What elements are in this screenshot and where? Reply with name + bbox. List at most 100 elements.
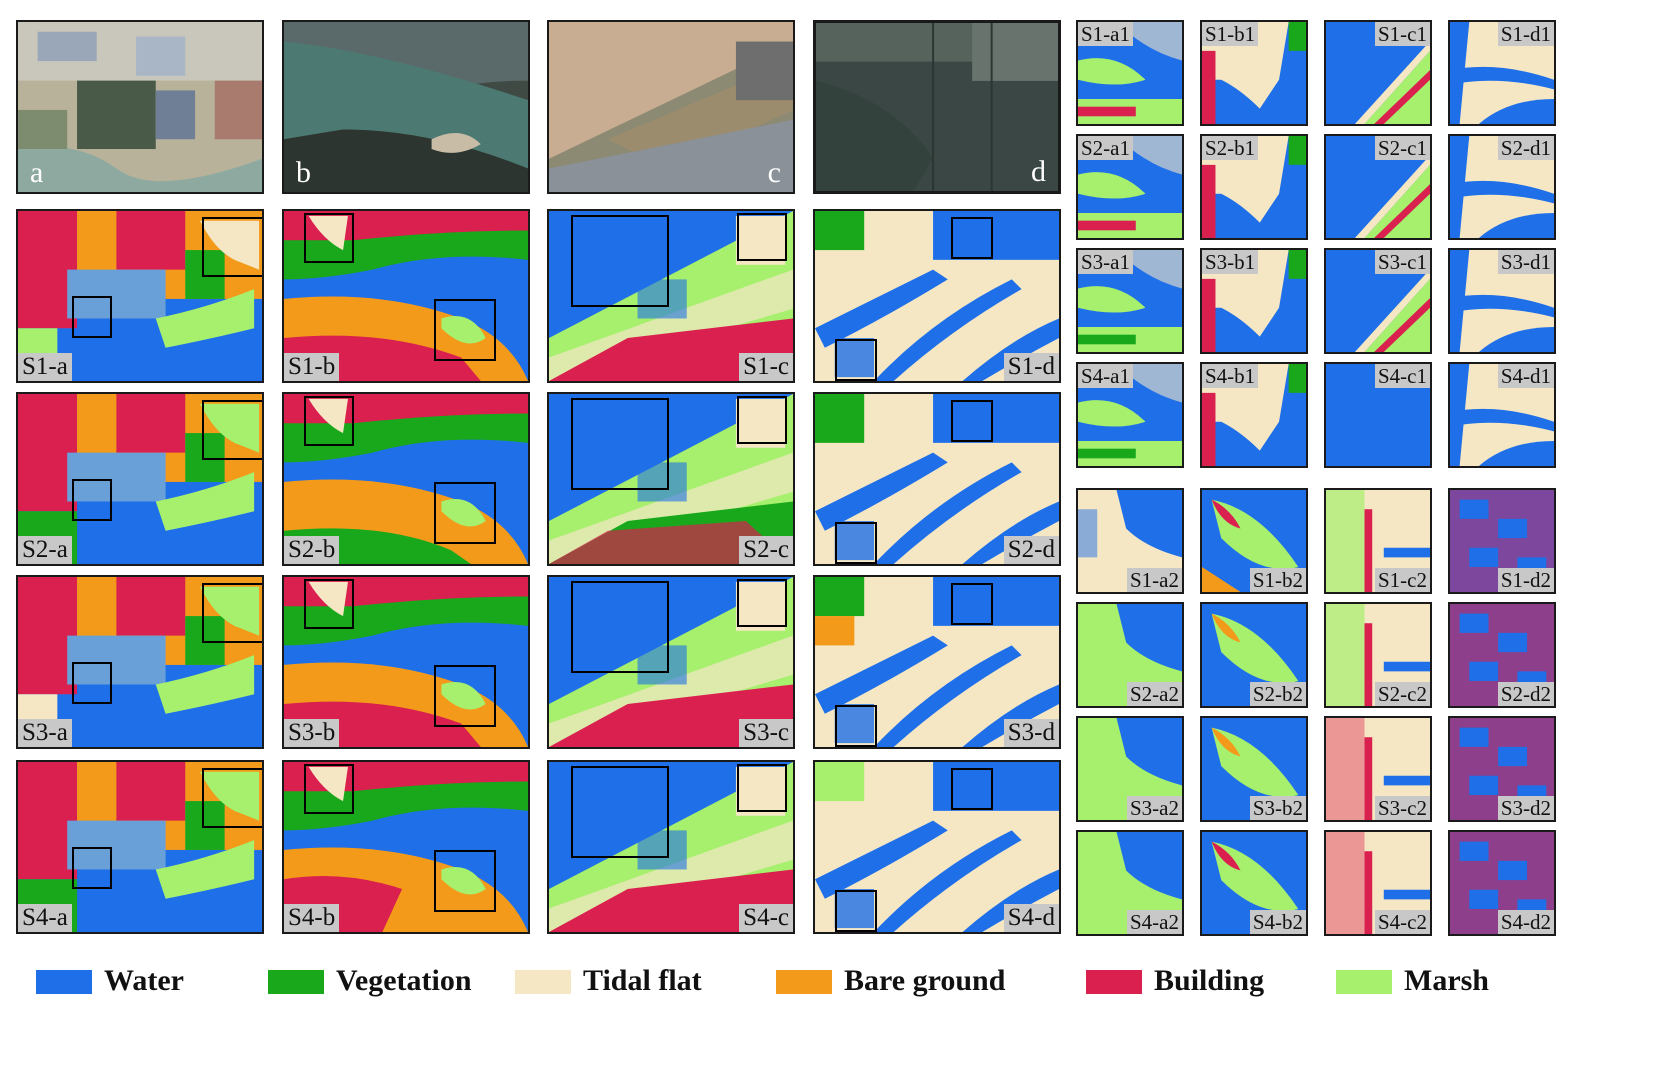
map-c-graphic	[549, 394, 793, 564]
satellite-image-a-graphic	[18, 22, 262, 192]
zoom-a2-graphic	[1078, 490, 1182, 592]
map-S2-c: S2-c	[547, 392, 795, 566]
panel-label: S4-d2	[1497, 910, 1554, 934]
panel-label: S3-b2	[1249, 796, 1306, 820]
panel-label: S2-b2	[1249, 682, 1306, 706]
zoom-S4-a2: S4-a2	[1076, 830, 1184, 936]
panel-label: S1-d1	[1497, 22, 1554, 46]
panel-label: S1-c	[739, 353, 793, 381]
map-d-graphic	[815, 762, 1059, 932]
panel-label: S3-b	[284, 719, 340, 747]
panel-label: S2-c	[739, 536, 793, 564]
zoom-box-d1	[835, 890, 877, 932]
satellite-image-c-graphic	[549, 22, 793, 192]
zoom-S1-b2: S1-b2	[1200, 488, 1308, 594]
map-S3-b: S3-b	[282, 575, 530, 749]
zoom-box-c1	[571, 215, 669, 307]
legend-swatch	[515, 970, 571, 994]
legend-label: Water	[104, 964, 184, 997]
map-S1-d: S1-d	[813, 209, 1061, 383]
photo-label-c: c	[767, 156, 781, 189]
zoom-S1-c1: S1-c1	[1324, 20, 1432, 126]
panel-label: S3-a2	[1127, 796, 1182, 820]
map-S1-c: S1-c	[547, 209, 795, 383]
map-S4-d: S4-d	[813, 760, 1061, 934]
panel-label: S4-c1	[1375, 364, 1430, 388]
panel-label: S2-d1	[1497, 136, 1554, 160]
map-c-graphic	[549, 577, 793, 747]
satellite-image-b-graphic	[284, 22, 528, 192]
panel-label: S4-b1	[1202, 364, 1259, 388]
panel-label: S2-a2	[1127, 682, 1182, 706]
satellite-image-d: d	[813, 20, 1061, 194]
zoom-S2-a2: S2-a2	[1076, 602, 1184, 708]
zoom-S4-a1: S4-a1	[1076, 362, 1184, 468]
zoom-box-d1	[835, 339, 877, 381]
zoom-box-c2	[737, 579, 787, 627]
zoom-box-a2	[202, 583, 262, 643]
zoom-box-a1	[72, 847, 112, 889]
zoom-S1-d2: S1-d2	[1448, 488, 1556, 594]
panel-label: S1-c2	[1375, 568, 1430, 592]
panel-label: S3-c2	[1375, 796, 1430, 820]
legend-label: Marsh	[1404, 964, 1489, 997]
zoom-box-b2	[434, 665, 496, 727]
panel-label: S4-c2	[1375, 910, 1430, 934]
panel-label: S4-b	[284, 904, 340, 932]
zoom-S3-d1: S3-d1	[1448, 248, 1556, 354]
satellite-image-b: b	[282, 20, 530, 194]
legend-label: Bare ground	[844, 964, 1006, 997]
map-S4-b: S4-b	[282, 760, 530, 934]
zoom-S2-c1: S2-c1	[1324, 134, 1432, 240]
panel-label: S4-d	[1003, 904, 1059, 932]
zoom-box-c1	[571, 581, 669, 673]
zoom-box-b1	[304, 396, 354, 446]
panel-label: S3-c	[739, 719, 793, 747]
zoom-box-d2	[951, 768, 993, 810]
panel-label: S3-d2	[1497, 796, 1554, 820]
satellite-image-c: c	[547, 20, 795, 194]
zoom-S4-c2: S4-c2	[1324, 830, 1432, 936]
map-S4-a: S4-a	[16, 760, 264, 934]
zoom-S2-b1: S2-b1	[1200, 134, 1308, 240]
zoom-box-d1	[835, 705, 877, 747]
panel-label: S4-c	[739, 904, 793, 932]
zoom-box-b2	[434, 299, 496, 361]
legend-label: Vegetation	[336, 964, 472, 997]
zoom-box-b2	[434, 850, 496, 912]
panel-label: S1-d2	[1497, 568, 1554, 592]
map-d-graphic	[815, 211, 1059, 381]
panel-label: S3-a1	[1078, 250, 1133, 274]
zoom-S3-b2: S3-b2	[1200, 716, 1308, 822]
panel-label: S1-b2	[1249, 568, 1306, 592]
panel-label: S4-a1	[1078, 364, 1133, 388]
legend-swatch	[1086, 970, 1142, 994]
legend-label: Building	[1154, 964, 1265, 997]
panel-label: S2-c2	[1375, 682, 1430, 706]
map-c-graphic	[549, 762, 793, 932]
panel-label: S1-a2	[1127, 568, 1182, 592]
panel-label: S2-a1	[1078, 136, 1133, 160]
panel-label: S2-c1	[1375, 136, 1430, 160]
zoom-S2-b2: S2-b2	[1200, 602, 1308, 708]
zoom-box-b1	[304, 213, 354, 263]
zoom-box-c1	[571, 398, 669, 490]
panel-label: S3-c1	[1375, 250, 1430, 274]
legend: Water Vegetation Tidal flat Bare ground …	[0, 962, 1666, 1022]
map-S1-b: S1-b	[282, 209, 530, 383]
zoom-S4-d2: S4-d2	[1448, 830, 1556, 936]
zoom-S3-a1: S3-a1	[1076, 248, 1184, 354]
map-d-graphic	[815, 577, 1059, 747]
map-S4-c: S4-c	[547, 760, 795, 934]
legend-swatch	[776, 970, 832, 994]
zoom-S4-b2: S4-b2	[1200, 830, 1308, 936]
map-d-graphic	[815, 394, 1059, 564]
panel-label: S1-c1	[1375, 22, 1430, 46]
satellite-image-d-graphic	[816, 23, 1058, 191]
zoom-c2-graphic	[1326, 718, 1430, 820]
zoom-S3-d2: S3-d2	[1448, 716, 1556, 822]
map-a-graphic	[18, 762, 262, 932]
zoom-box-a1	[72, 479, 112, 521]
zoom-box-c2	[737, 396, 787, 444]
map-a-graphic	[18, 394, 262, 564]
